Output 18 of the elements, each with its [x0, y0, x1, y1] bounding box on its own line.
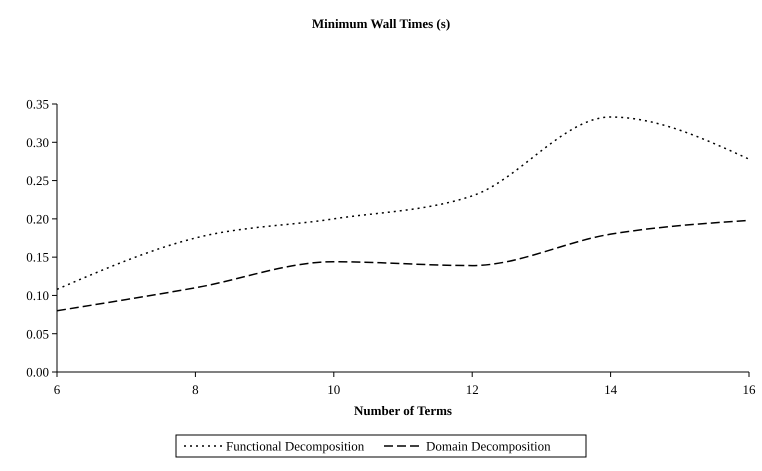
- x-tick-label: 12: [466, 382, 479, 397]
- y-tick-label: 0.15: [26, 250, 49, 265]
- y-tick-label: 0.30: [26, 134, 49, 150]
- x-tick-label: 6: [54, 382, 61, 397]
- x-tick-label: 14: [604, 382, 618, 397]
- x-tick-label: 16: [742, 382, 756, 397]
- y-tick-label: 0.05: [26, 326, 49, 342]
- y-tick-label: 0.10: [26, 288, 49, 303]
- y-tick-label: 0.20: [26, 211, 49, 226]
- y-tick-label: 0.00: [26, 364, 49, 380]
- x-tick-label: 10: [327, 382, 340, 397]
- x-axis-title: Number of Terms: [354, 403, 452, 418]
- y-tick-label: 0.35: [26, 96, 49, 112]
- legend-label: Functional Decomposition: [226, 438, 365, 454]
- x-tick-label: 8: [192, 382, 199, 397]
- legend-label: Domain Decomposition: [426, 438, 552, 454]
- y-tick-label: 0.25: [26, 173, 49, 188]
- chart-title: Minimum Wall Times (s): [312, 16, 450, 31]
